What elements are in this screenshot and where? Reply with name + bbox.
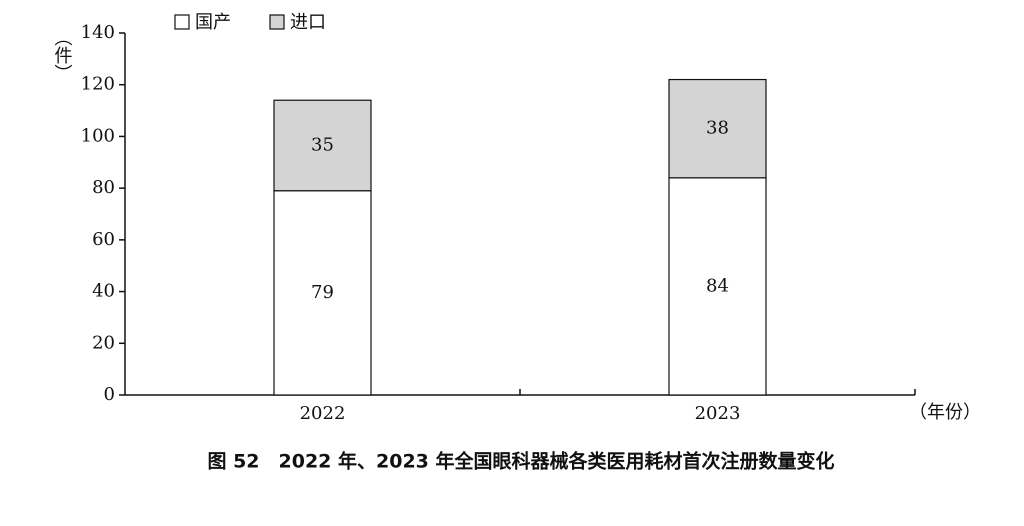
y-tick-label: 40: [92, 281, 115, 302]
bar-segment: [273, 190, 372, 396]
x-axis-label: （年份）: [909, 402, 981, 423]
y-tick-label: 120: [81, 74, 115, 95]
legend-label: 国产: [195, 12, 231, 33]
legend-swatch: [174, 14, 190, 30]
x-tick-label: 2022: [300, 403, 346, 424]
bar-segment: [273, 99, 372, 192]
bar-segment: [668, 78, 767, 179]
y-tick-label: 80: [92, 177, 115, 198]
chart-title: 图 52 2022 年、2023 年全国眼科器械各类医用耗材首次注册数量变化: [207, 450, 834, 473]
y-tick-label: 140: [81, 22, 115, 43]
y-tick-label: 100: [81, 125, 115, 146]
data-label: 35: [311, 134, 334, 155]
y-axis-label: （件）: [52, 28, 73, 82]
data-label: 84: [706, 275, 729, 296]
legend-label: 进口: [290, 12, 326, 33]
y-tick-label: 20: [92, 332, 115, 353]
legend-swatch: [269, 14, 285, 30]
y-tick-label: 60: [92, 229, 115, 250]
x-tick-label: 2023: [695, 403, 741, 424]
data-label: 38: [706, 118, 729, 139]
y-tick-label: 0: [104, 384, 115, 405]
data-label: 79: [311, 282, 334, 303]
